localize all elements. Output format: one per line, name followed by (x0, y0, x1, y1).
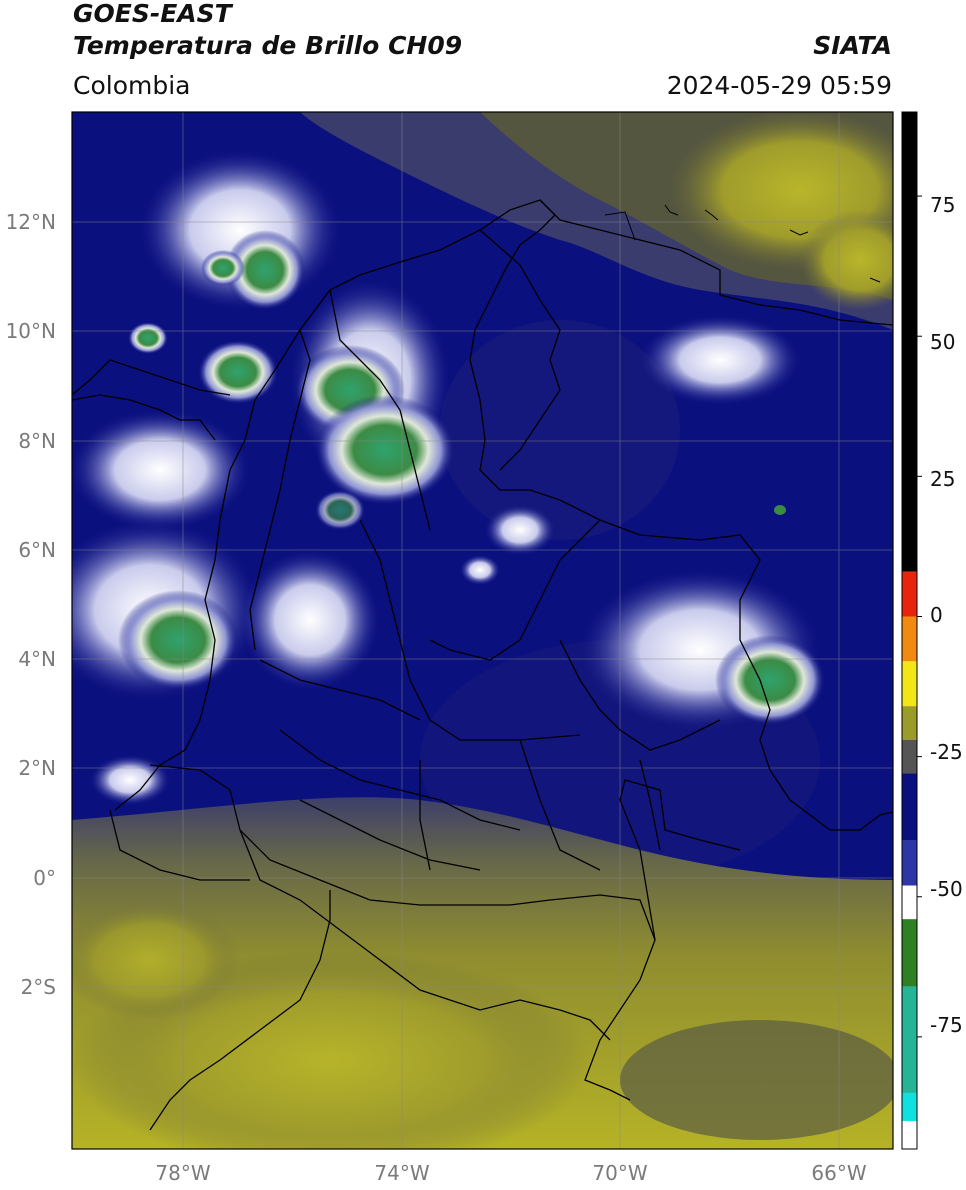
colorbar-segment (902, 616, 917, 662)
colorbar-label-75: 75 (930, 193, 956, 217)
lat-label-2s: 2°S (20, 975, 56, 999)
colorbar-segment (902, 112, 917, 572)
lon-label-66w: 66°W (811, 1161, 867, 1185)
lat-label-2n: 2°N (18, 756, 56, 780)
product-title: Temperatura de Brillo CH09 (73, 31, 463, 60)
lat-label-12n: 12°N (5, 210, 56, 234)
colorbar-frame (901, 111, 918, 1150)
lon-label-70w: 70°W (592, 1161, 648, 1185)
region-label: Colombia (73, 71, 191, 100)
colorbar-segment (902, 986, 917, 1093)
colorbar-segment (902, 571, 917, 617)
datetime-label: 2024-05-29 05:59 (666, 71, 892, 100)
satellite-title: GOES-EAST (73, 0, 232, 28)
lon-label-74w: 74°W (374, 1161, 430, 1185)
colorbar-segment (902, 773, 917, 841)
agency-label: SIATA (813, 31, 892, 60)
colorbar-ticks (917, 195, 922, 1038)
colorbar-label-m75: -75 (930, 1013, 963, 1037)
lat-label-8n: 8°N (18, 429, 56, 453)
lon-label-78w: 78°W (155, 1161, 211, 1185)
colorbar-label-m25: -25 (930, 740, 963, 764)
islands (604, 204, 881, 283)
colorbar-label-25: 25 (930, 467, 956, 491)
colorbar-segment (902, 1120, 917, 1149)
colorbar-label-m50: -50 (930, 877, 963, 901)
colorbar-segment (902, 706, 917, 740)
colorbar-segment (902, 1092, 917, 1121)
map-frame (71, 111, 894, 1150)
country-borders (72, 199, 893, 1131)
colorbar-segment (902, 919, 917, 987)
colorbar-label-0: 0 (930, 603, 943, 627)
colorbar-segment (902, 739, 917, 774)
colorbar-segment (902, 840, 917, 886)
colorbar (902, 112, 917, 1149)
lat-label-0: 0° (33, 866, 56, 890)
colorbar-segment (902, 661, 917, 707)
colorbar-label-50: 50 (930, 330, 956, 354)
lat-label-4n: 4°N (18, 647, 56, 671)
lat-label-10n: 10°N (5, 319, 56, 343)
map-imagery (72, 112, 893, 1149)
lat-label-6n: 6°N (18, 538, 56, 562)
colorbar-segment (902, 885, 917, 920)
